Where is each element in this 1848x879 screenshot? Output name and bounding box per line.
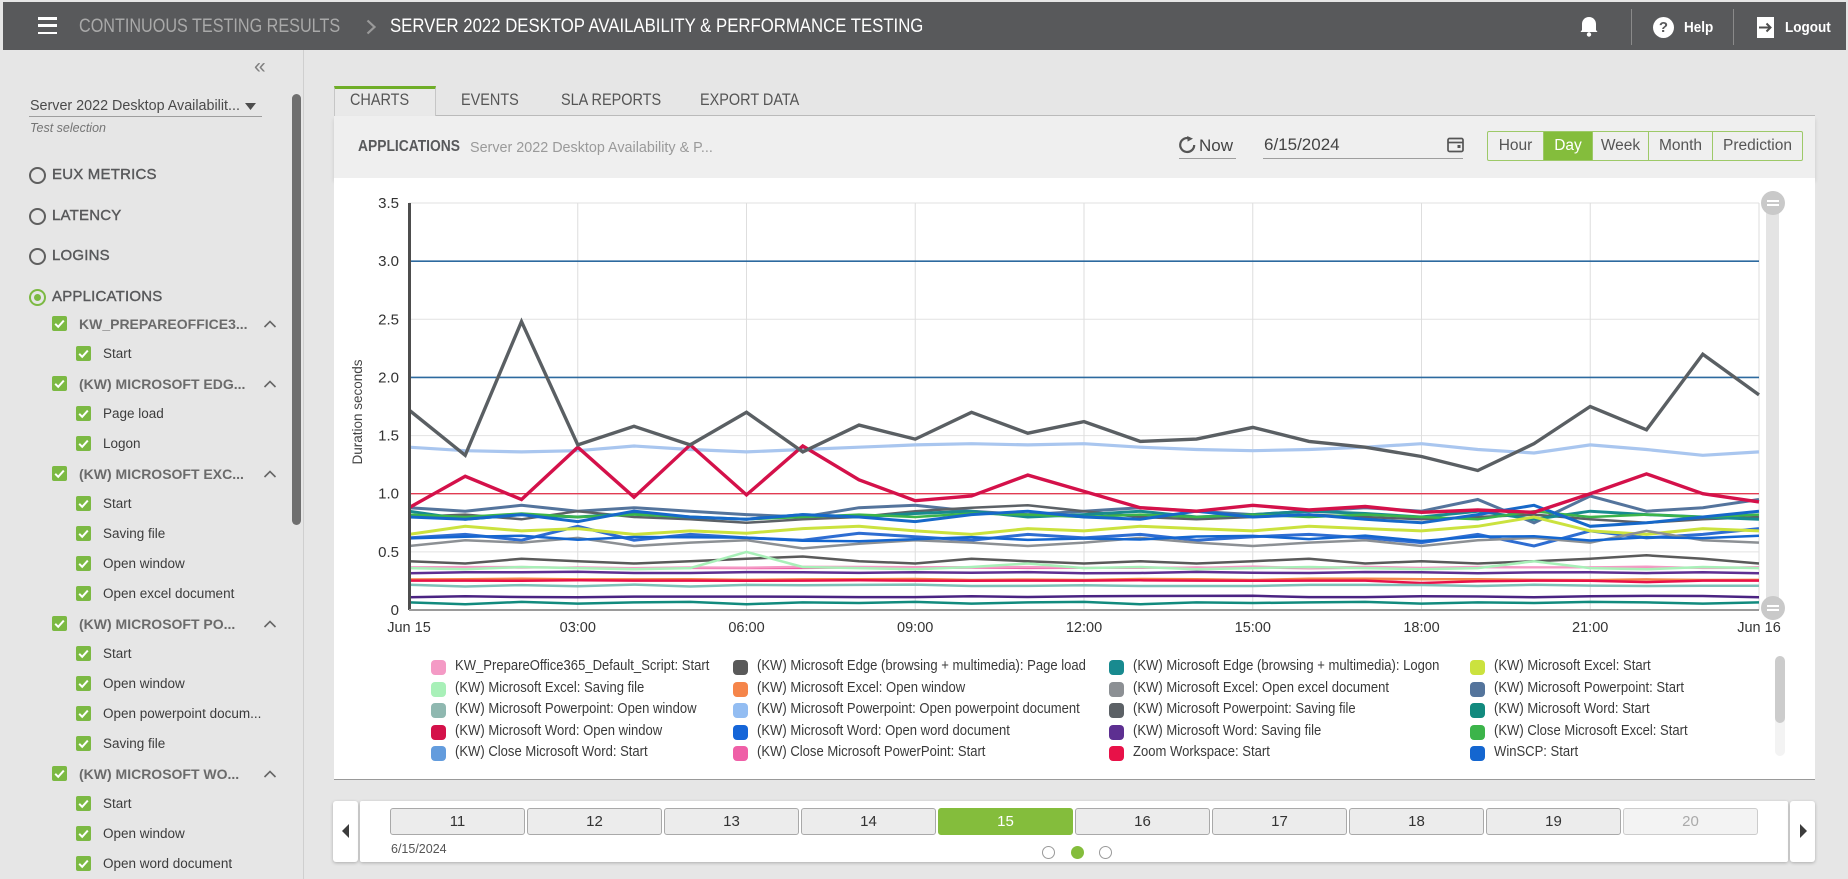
svg-text:2.5: 2.5 (378, 311, 399, 328)
svg-text:2.0: 2.0 (378, 369, 399, 386)
svg-text:Jun 16: Jun 16 (1737, 620, 1781, 636)
svg-text:12:00: 12:00 (1066, 620, 1102, 636)
svg-text:3.0: 3.0 (378, 253, 399, 270)
svg-text:1.0: 1.0 (378, 486, 399, 503)
svg-text:Jun 15: Jun 15 (387, 620, 431, 636)
svg-text:18:00: 18:00 (1403, 620, 1439, 636)
svg-text:03:00: 03:00 (560, 620, 596, 636)
svg-text:1.5: 1.5 (378, 428, 399, 445)
svg-text:Duration seconds: Duration seconds (350, 359, 365, 464)
svg-text:15:00: 15:00 (1235, 620, 1271, 636)
svg-text:09:00: 09:00 (897, 620, 933, 636)
svg-text:0: 0 (391, 602, 399, 619)
svg-text:3.5: 3.5 (378, 195, 399, 212)
svg-text:06:00: 06:00 (728, 620, 764, 636)
svg-text:21:00: 21:00 (1572, 620, 1608, 636)
svg-text:0.5: 0.5 (378, 544, 399, 561)
